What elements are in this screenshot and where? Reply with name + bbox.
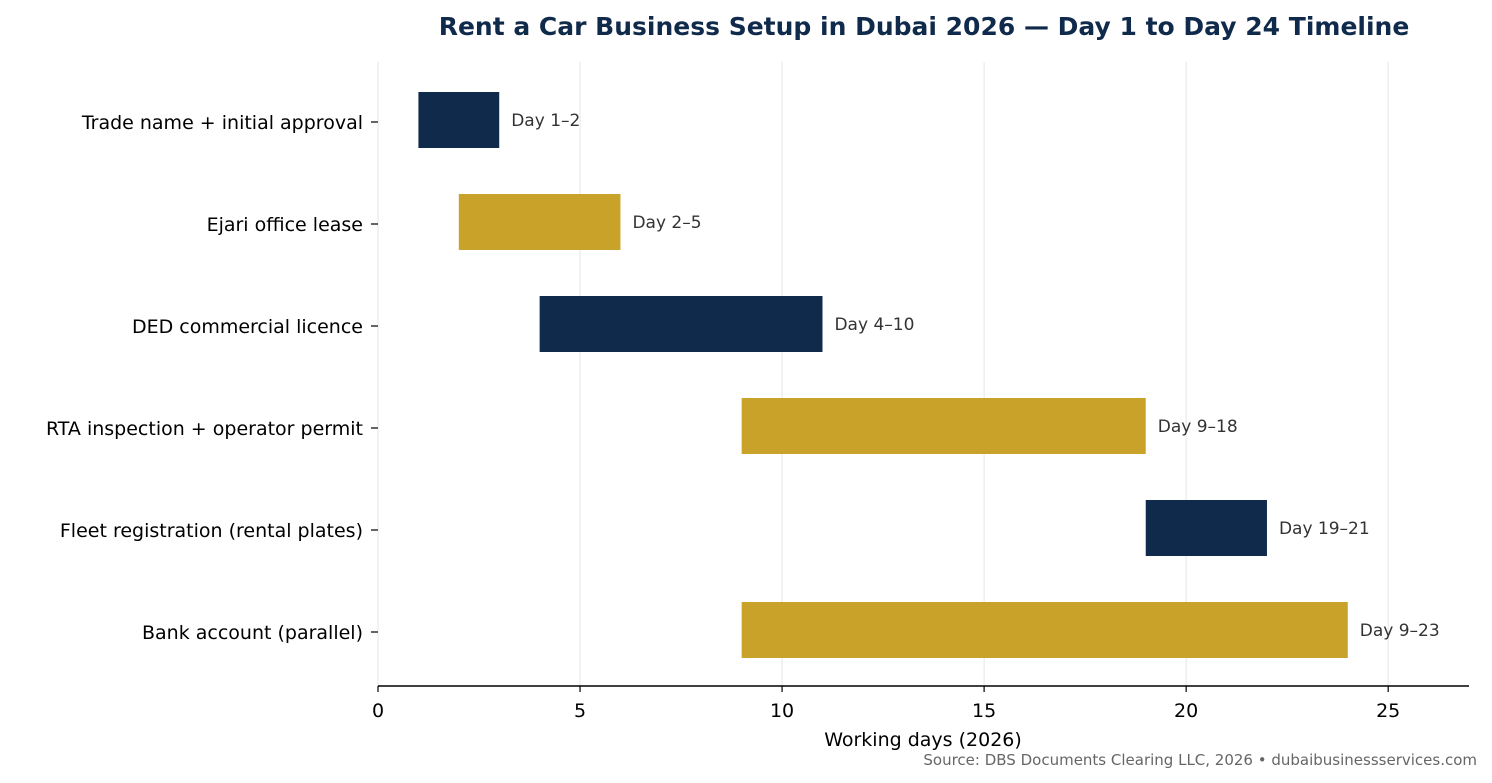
y-category-label: Fleet registration (rental plates) [60,520,363,542]
gantt-bar [539,296,823,352]
gantt-bar [1145,500,1267,556]
bars: Day 1–2 Day 2–5 Day 4–10 Day 9–18 Day 19–21 D… [418,92,1440,658]
x-axis: 0 5 10 15 20 25 [372,685,1469,722]
bar-duration-label: Day 2–5 [632,213,701,233]
bar-duration-label: Day 9–18 [1158,417,1238,437]
bar-duration-label: Day 9–23 [1360,621,1440,641]
y-category-label: RTA inspection + operator permit [46,418,363,440]
x-tick-label: 10 [770,700,794,722]
gantt-bar [741,398,1146,454]
y-axis-labels: Trade name + initial approval Ejari offic… [46,112,378,644]
gantt-bar [458,194,621,250]
bar-duration-label: Day 1–2 [511,111,580,131]
source-note: Source: DBS Documents Clearing LLC, 2026… [923,751,1477,769]
y-category-label: DED commercial licence [132,316,363,338]
grid-lines [377,62,1389,686]
y-category-label: Trade name + initial approval [81,112,363,134]
x-axis-label: Working days (2026) [824,729,1022,751]
gantt-bar [418,92,500,148]
bar-duration-label: Day 4–10 [834,315,914,335]
bar-duration-label: Day 19–21 [1279,519,1370,539]
x-tick-label: 15 [972,700,996,722]
x-tick-label: 5 [574,700,586,722]
gantt-bar [741,602,1348,658]
x-tick-label: 20 [1174,700,1198,722]
x-tick-label: 25 [1376,700,1400,722]
y-category-label: Ejari office lease [207,214,363,236]
x-tick-label: 0 [372,700,384,722]
y-category-label: Bank account (parallel) [142,622,363,644]
chart-title: Rent a Car Business Setup in Dubai 2026 … [439,12,1410,41]
